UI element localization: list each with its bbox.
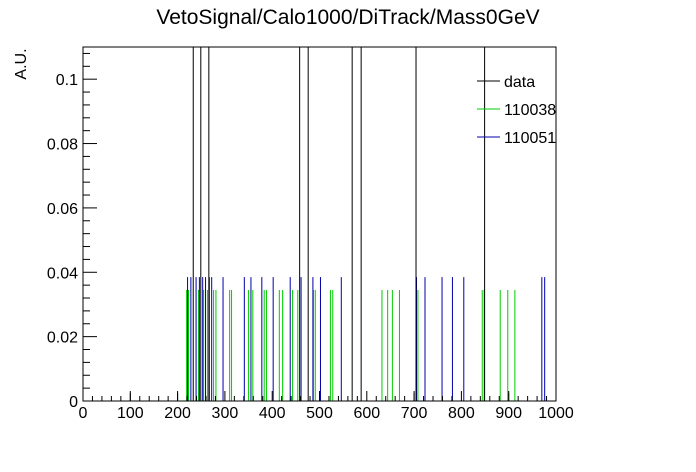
x-tick-label: 400 — [259, 405, 286, 422]
legend: data 110038 110051 — [477, 74, 556, 147]
y-tick-label: 0.06 — [47, 201, 78, 218]
x-tick-label: 600 — [353, 405, 380, 422]
x-tick-label: 900 — [495, 405, 522, 422]
axes: 0 100 200 300 400 500 600 700 800 900 1000 0 0.02 0.0… — [47, 46, 574, 422]
x-tick-label: 1000 — [538, 405, 574, 422]
y-tick-label: 0.1 — [56, 72, 78, 89]
legend-label-110051: 110051 — [504, 130, 556, 147]
y-tick-label: 0 — [69, 394, 78, 411]
x-tick-label: 500 — [306, 405, 333, 422]
y-tick-label: 0.02 — [47, 330, 78, 347]
x-tick-label: 800 — [448, 405, 475, 422]
x-tick-label: 100 — [117, 405, 144, 422]
y-tick-label: 0.04 — [47, 265, 78, 282]
x-tick-label: 200 — [164, 405, 191, 422]
legend-label-data: data — [504, 74, 535, 91]
histogram-bars — [129, 47, 546, 401]
x-tick-label: 0 — [79, 405, 88, 422]
chart-title: VetoSignal/Calo1000/DiTrack/Mass0GeV — [156, 6, 539, 29]
legend-label-110038: 110038 — [504, 102, 556, 119]
y-axis-label: A.U. — [13, 48, 30, 79]
x-tick-label: 700 — [401, 405, 428, 422]
y-tick-label: 0.08 — [47, 137, 78, 154]
x-tick-label: 300 — [212, 405, 239, 422]
